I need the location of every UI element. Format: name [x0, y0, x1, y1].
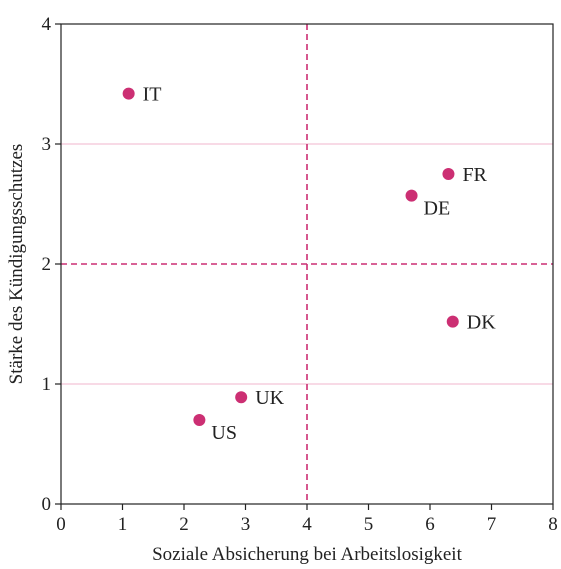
point-label-de: DE: [424, 198, 451, 220]
x-tick-label: 6: [425, 514, 435, 535]
data-point-de: [405, 189, 418, 202]
point-label-it: IT: [143, 84, 162, 106]
x-axis-title: Soziale Absicherung bei Arbeitslosigkeit: [152, 544, 462, 565]
y-tick-label: 0: [42, 494, 52, 515]
x-axis-ticks: 0 1 2 3 4 5 6 7 8: [56, 504, 558, 535]
x-tick-label: 1: [118, 514, 128, 535]
data-point-uk: [235, 391, 248, 404]
x-tick-label: 3: [241, 514, 251, 535]
y-axis-title: Stärke des Kündigungsschutzes: [6, 144, 27, 385]
y-tick-label: 2: [42, 254, 52, 275]
y-tick-label: 3: [42, 134, 52, 155]
point-label-us: US: [211, 422, 237, 444]
x-tick-label: 8: [548, 514, 558, 535]
y-tick-label: 4: [42, 14, 52, 35]
data-point-dk: [446, 315, 459, 328]
y-axis-ticks: 0 1 2 3 4: [42, 14, 61, 515]
reference-lines: [61, 24, 553, 504]
data-point-us: [193, 414, 206, 426]
data-point-fr: [442, 168, 455, 180]
x-tick-label: 5: [364, 514, 374, 535]
point-labels: IT FR DE DK UK US: [143, 84, 497, 444]
x-tick-label: 0: [56, 514, 66, 535]
data-point-it: [122, 87, 135, 100]
point-label-uk: UK: [255, 387, 284, 409]
y-tick-label: 1: [42, 374, 52, 395]
x-tick-label: 4: [302, 514, 312, 535]
x-tick-label: 7: [487, 514, 497, 535]
point-label-dk: DK: [467, 312, 496, 334]
x-tick-label: 2: [179, 514, 189, 535]
point-label-fr: FR: [462, 164, 487, 186]
data-points: [122, 87, 459, 426]
